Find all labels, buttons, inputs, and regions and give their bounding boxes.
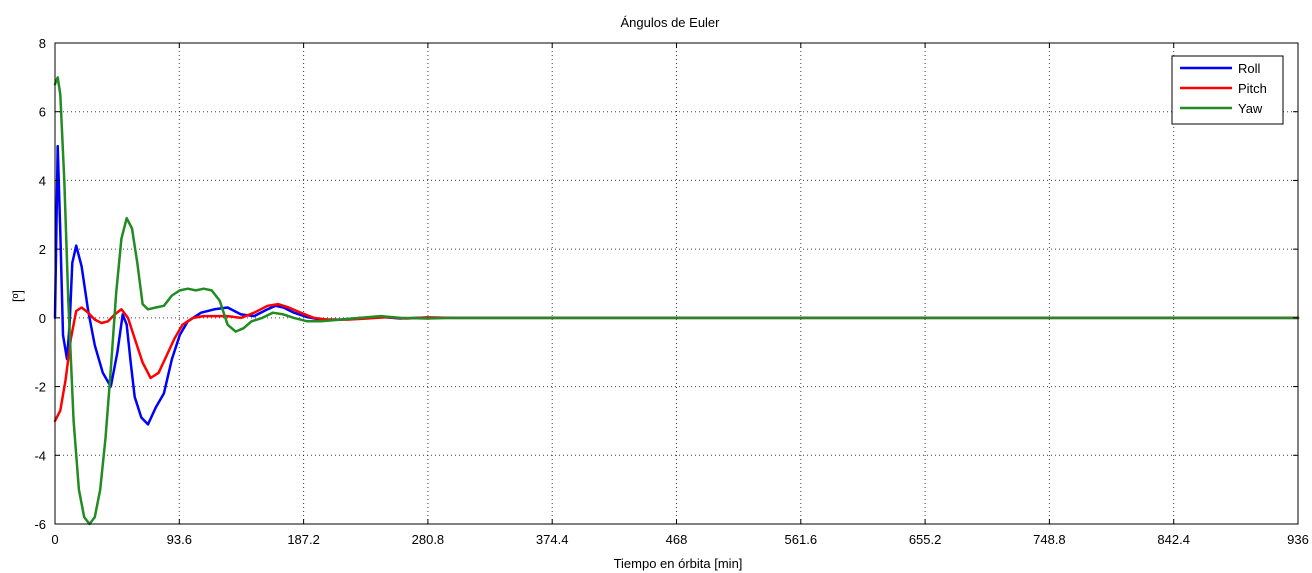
x-tick-label: 561.6 bbox=[785, 532, 818, 547]
legend: Roll Pitch Yaw bbox=[1171, 55, 1284, 125]
x-tick-labels: 0 93.6 187.2 280.8 374.4 468 561.6 655.2 748.8 84… bbox=[51, 532, 1308, 547]
x-tick-label: 936 bbox=[1287, 532, 1309, 547]
y-tick-label: -6 bbox=[34, 517, 46, 532]
grid bbox=[55, 43, 1298, 524]
tick-marks bbox=[54, 42, 1299, 525]
series-line-yaw bbox=[53, 76, 1300, 526]
y-tick-label: 4 bbox=[39, 173, 46, 188]
chart-title: Ángulos de Euler bbox=[620, 15, 720, 30]
y-tick-label: 8 bbox=[39, 36, 46, 51]
y-tick-labels: -6 -4 -2 0 2 4 6 8 bbox=[34, 36, 46, 532]
legend-label-yaw: Yaw bbox=[1238, 101, 1263, 116]
legend-label-pitch: Pitch bbox=[1238, 81, 1267, 96]
x-tick-label: 374.4 bbox=[536, 532, 569, 547]
x-axis-title: Tiempo en órbita [min] bbox=[614, 556, 743, 571]
x-tick-label: 842.4 bbox=[1157, 532, 1190, 547]
x-tick-label: 187.2 bbox=[287, 532, 320, 547]
x-tick-label: 0 bbox=[51, 532, 58, 547]
x-tick-label: 748.8 bbox=[1033, 532, 1066, 547]
x-tick-label: 655.2 bbox=[909, 532, 942, 547]
y-tick-label: 6 bbox=[39, 105, 46, 120]
y-axis-title: [º] bbox=[10, 290, 25, 302]
y-tick-label: 0 bbox=[39, 311, 46, 326]
y-tick-label: -2 bbox=[34, 380, 46, 395]
y-tick-label: -4 bbox=[34, 448, 46, 463]
x-tick-label: 93.6 bbox=[167, 532, 192, 547]
y-tick-label: 2 bbox=[39, 242, 46, 257]
series-lines bbox=[53, 76, 1300, 526]
legend-label-roll: Roll bbox=[1238, 61, 1261, 76]
x-tick-label: 468 bbox=[666, 532, 688, 547]
x-tick-label: 280.8 bbox=[412, 532, 445, 547]
